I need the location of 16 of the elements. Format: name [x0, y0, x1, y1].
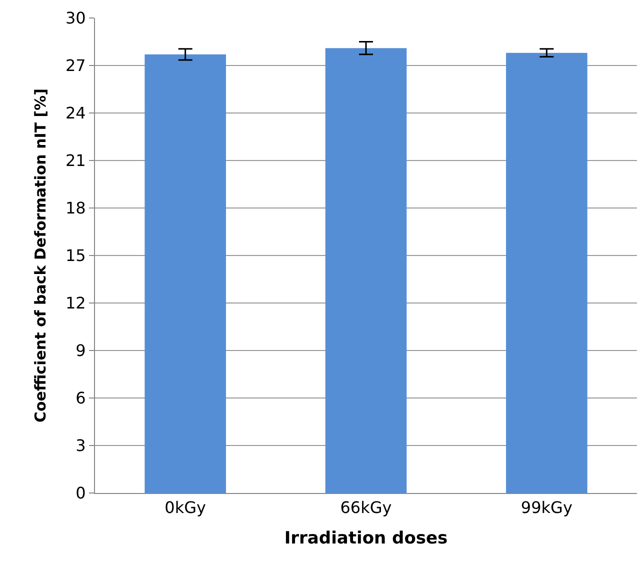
x-tick-label: 0kGy: [164, 498, 206, 518]
y-tick-label: 27: [65, 56, 86, 76]
x-tick-label: 99kGy: [520, 498, 572, 518]
y-tick-label: 18: [65, 198, 86, 218]
y-tick-label: 9: [76, 341, 86, 360]
y-tick-label: 15: [65, 246, 86, 266]
y-tick-label: 24: [65, 104, 86, 123]
y-tick-label: 0: [76, 484, 86, 503]
x-axis-title: Irradiation doses: [284, 528, 448, 549]
x-tick-label: 66kGy: [340, 498, 392, 518]
y-axis-title: Coefficient of back Deformation nIT [%]: [32, 88, 50, 423]
y-tick-label: 6: [76, 388, 86, 408]
y-tick-label: 21: [65, 151, 86, 170]
y-tick-label: 3: [76, 436, 86, 456]
y-tick-label: 12: [65, 294, 86, 313]
y-tick-label: 30: [65, 8, 86, 28]
